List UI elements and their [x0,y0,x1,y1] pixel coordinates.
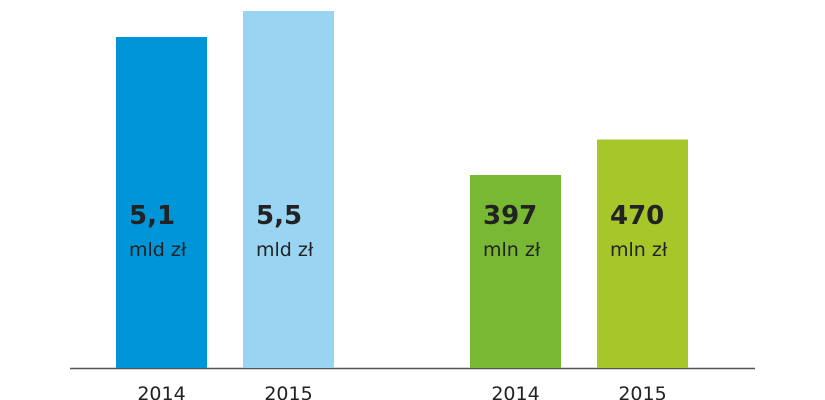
value-label: 5,5 [256,201,302,231]
bar [116,36,207,368]
unit-label: mld zł [129,239,187,261]
value-label: 397 [483,201,537,231]
value-label: 5,1 [129,201,175,231]
unit-label: mld zł [256,239,314,261]
x-tick-label: 2015 [264,383,312,400]
bar [243,11,334,369]
x-tick-label: 2014 [491,383,539,400]
bar [470,175,561,368]
unit-label: mln zł [610,239,668,261]
x-tick-label: 2015 [618,383,666,400]
unit-label: mln zł [483,239,541,261]
value-label: 470 [610,201,664,231]
bar [597,139,688,368]
x-tick-label: 2014 [137,383,185,400]
